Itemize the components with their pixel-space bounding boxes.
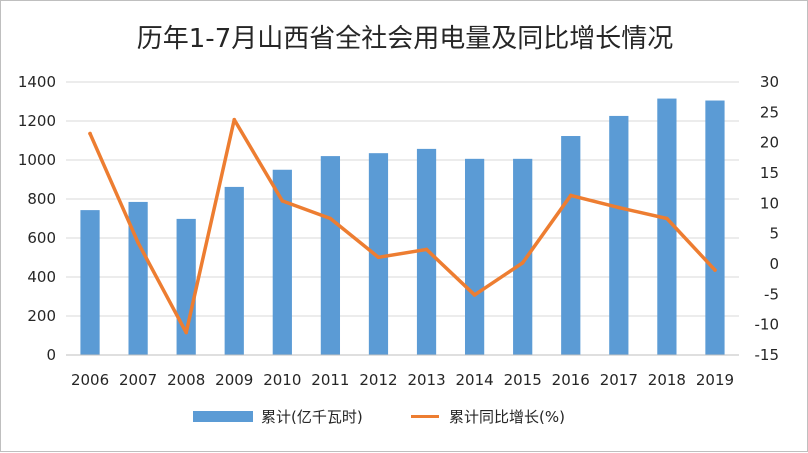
bar-2011	[320, 156, 341, 355]
legend-swatch-bar	[193, 411, 253, 422]
gridlines	[66, 81, 739, 317]
x-tick-label: 2019	[696, 371, 734, 389]
x-tick-label: 2010	[263, 371, 301, 389]
right-tick-label: 15	[760, 164, 779, 182]
x-tick-label: 2015	[504, 371, 542, 389]
left-tick-label: 200	[27, 307, 56, 325]
line-point-2007	[136, 240, 140, 245]
left-tick-label: 600	[27, 229, 56, 247]
left-tick-label: 800	[27, 190, 56, 208]
bar-2007	[128, 201, 148, 355]
bar-2006	[80, 210, 100, 355]
line-point-2019	[713, 268, 717, 272]
x-tick-label: 2012	[359, 371, 397, 389]
right-tick-label: 0	[769, 255, 779, 273]
bar-2017	[609, 115, 629, 356]
line-point-2011	[328, 216, 333, 221]
left-tick-label: 1400	[18, 73, 56, 91]
bar-2013	[416, 148, 437, 355]
right-tick-label: -10	[755, 316, 780, 334]
x-tick-label: 2011	[311, 371, 349, 389]
bar-2018	[657, 98, 677, 355]
growth-line	[88, 117, 717, 335]
left-tick-label: 0	[46, 346, 56, 364]
line-point-2006	[88, 131, 92, 136]
line-point-2013	[424, 247, 429, 252]
line-point-2016	[568, 193, 573, 198]
line-point-2010	[280, 199, 285, 203]
bar-2014	[464, 158, 485, 355]
bar-2008	[176, 218, 196, 355]
line-point-2012	[376, 255, 381, 260]
bar-2010	[272, 169, 292, 355]
left-tick-label: 1200	[18, 112, 56, 130]
x-tick-label: 2016	[552, 371, 590, 389]
x-tick-label: 2006	[71, 371, 109, 389]
line-point-2009	[232, 117, 237, 122]
right-tick-label: -5	[764, 285, 779, 303]
line-point-2018	[665, 216, 669, 221]
left-tick-label: 1000	[18, 151, 56, 169]
bar-2009	[224, 186, 244, 355]
bar-2019	[705, 100, 725, 356]
legend-label-bar: 累计(亿千瓦时)	[261, 408, 363, 426]
legend: 累计(亿千瓦时) 累计同比增长(%)	[193, 408, 565, 426]
legend-label-line: 累计同比增长(%)	[449, 408, 565, 426]
line-series	[88, 117, 717, 335]
line-point-2014	[472, 293, 477, 297]
x-tick-label: 2014	[456, 371, 494, 389]
line-point-2015	[520, 260, 525, 265]
x-tick-label: 2017	[600, 371, 638, 389]
chart-title: 历年1-7月山西省全社会用电量及同比增长情况	[137, 24, 673, 54]
x-tick-label: 2018	[648, 371, 686, 389]
right-tick-label: 10	[760, 194, 779, 212]
bar-series	[80, 98, 725, 356]
x-tick-label: 2009	[215, 371, 253, 389]
bar-2015	[513, 158, 533, 355]
right-tick-label: 30	[760, 73, 779, 91]
left-axis-ticks: 0 200 400 600 800 1000 1200 1400	[18, 73, 56, 364]
x-tick-label: 2007	[119, 371, 157, 389]
right-tick-label: 5	[769, 225, 779, 243]
x-tick-label: 2013	[407, 371, 445, 389]
line-point-2017	[617, 205, 621, 210]
right-tick-label: 25	[760, 103, 779, 121]
right-axis-ticks: -15 -10 -5 0 5 10 15 20 25 30	[755, 73, 780, 364]
bar-2016	[561, 136, 581, 355]
right-tick-label: -15	[755, 346, 780, 364]
left-tick-label: 400	[27, 268, 56, 286]
x-tick-label: 2008	[167, 371, 205, 389]
bar-2012	[368, 153, 389, 355]
x-axis-ticks: 2006 2007 2008 2009 2010 2011 2012 2013 2014 2015…	[71, 371, 734, 389]
line-point-2008	[184, 330, 188, 335]
right-tick-label: 20	[760, 134, 779, 152]
